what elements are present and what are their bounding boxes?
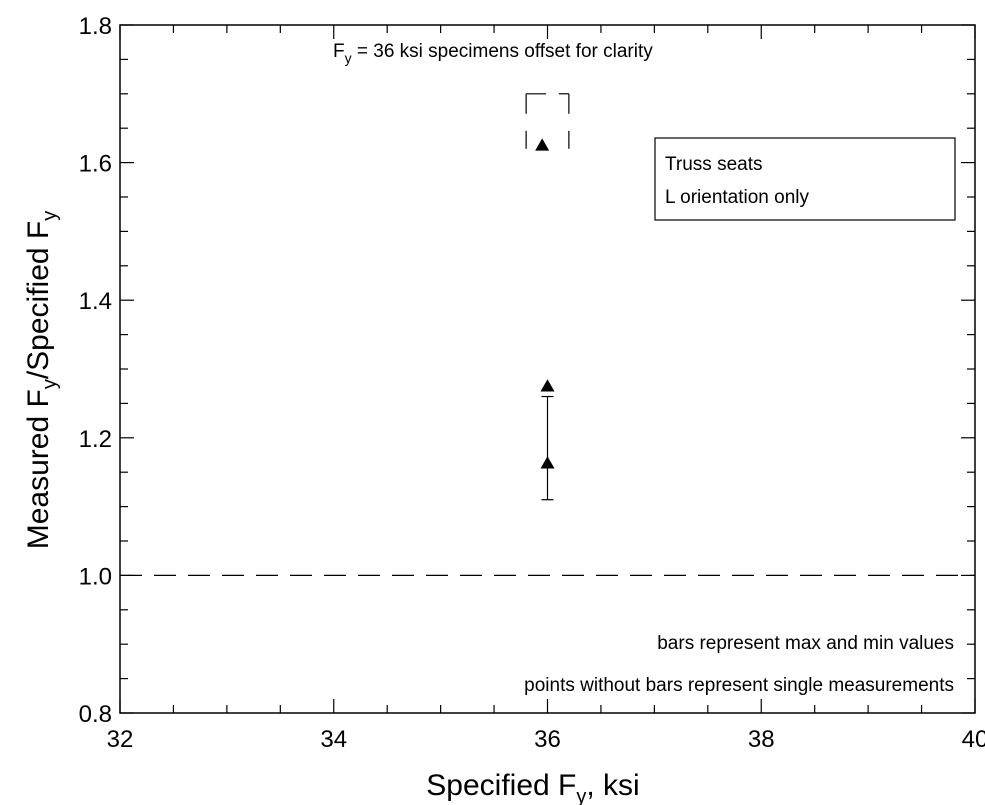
x-tick-label: 36 [534, 726, 561, 753]
y-axis-ticks [120, 24, 975, 714]
y-tick-label: 1.8 [79, 13, 112, 40]
top-annotation: Fy = 36 ksi specimens offset for clarity [333, 41, 653, 66]
legend: Truss seats L orientation only [654, 137, 956, 221]
legend-box [654, 137, 956, 221]
note-points: points without bars represent single mea… [524, 675, 954, 696]
y-tick-label: 1.6 [79, 151, 112, 178]
legend-line-1: Truss seats [665, 154, 763, 175]
y-axis-tick-labels: 0.8 1.0 1.2 1.4 1.6 1.8 [79, 13, 112, 728]
x-axis-title-suffix: , ksi [586, 769, 639, 802]
y-tick-label: 0.8 [79, 701, 112, 728]
y-axis-title-part-2: /Specified F [22, 221, 55, 379]
error-bars [541, 395, 554, 501]
y-tick-label: 1.2 [79, 426, 112, 453]
data-points [535, 138, 555, 469]
y-axis-title-subscript-1: y [39, 379, 61, 389]
legend-line-2: L orientation only [665, 187, 810, 208]
top-annotation-subscript: y [345, 50, 352, 66]
offset-bracket [525, 93, 570, 149]
x-axis-title: Specified Fy, ksi [426, 769, 639, 805]
x-tick-label: 34 [320, 726, 347, 753]
y-axis-title: Measured Fy/Specified Fy [22, 211, 61, 550]
x-tick-label: 32 [107, 726, 134, 753]
top-annotation-suffix: = 36 ksi specimens offset for clarity [352, 41, 654, 62]
y-tick-label: 1.4 [79, 288, 112, 315]
data-point [535, 138, 550, 151]
x-tick-label: 40 [962, 726, 985, 753]
data-point [540, 379, 555, 392]
y-axis-title-part-1: Measured F [22, 389, 55, 549]
y-axis-title-subscript-2: y [39, 211, 61, 221]
x-tick-label: 38 [748, 726, 775, 753]
x-axis-title-main: Specified F [426, 769, 576, 802]
x-axis-tick-labels: 32 34 36 38 40 [107, 726, 985, 753]
y-tick-label: 1.0 [79, 563, 112, 590]
plot-frame [119, 24, 976, 714]
x-axis-title-subscript: y [576, 786, 586, 805]
top-annotation-prefix: F [333, 41, 345, 62]
data-point [540, 456, 555, 469]
x-axis-ticks [119, 25, 976, 713]
note-bars: bars represent max and min values [657, 633, 954, 654]
